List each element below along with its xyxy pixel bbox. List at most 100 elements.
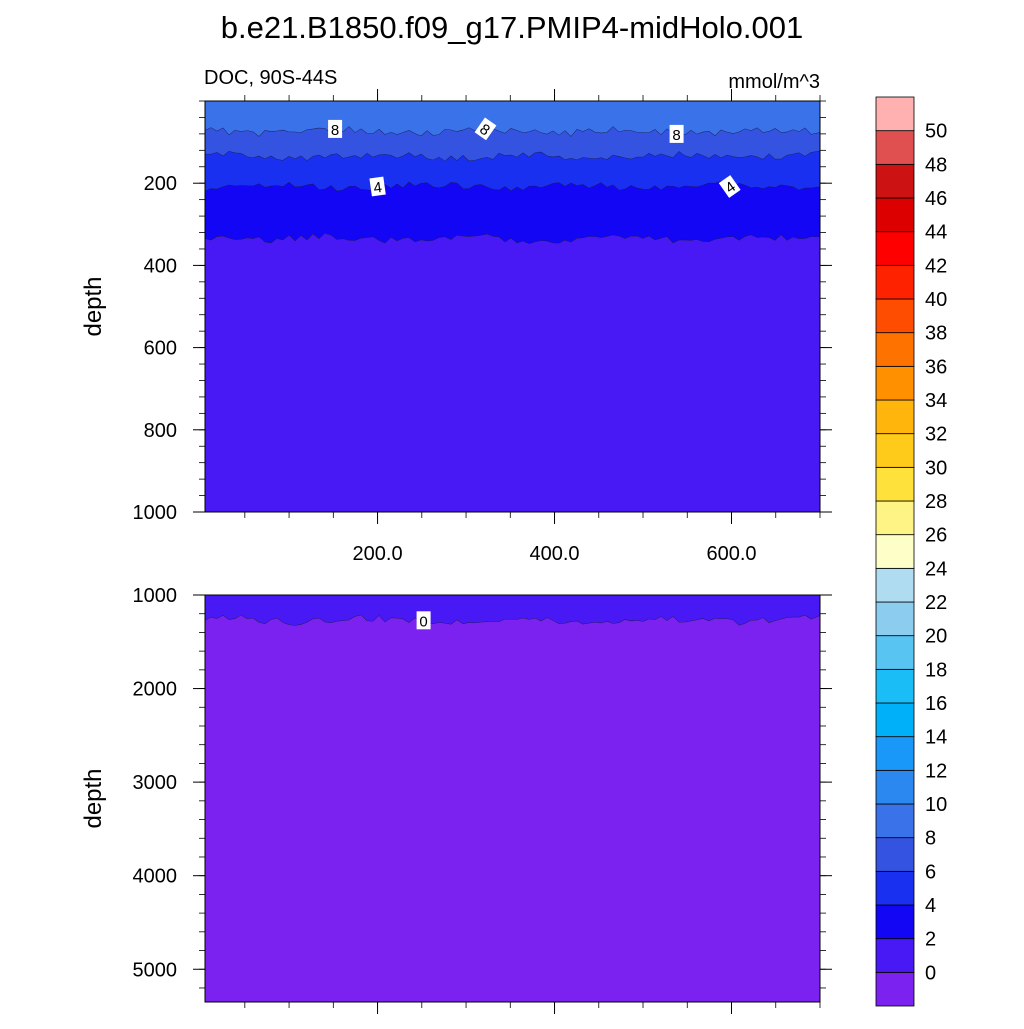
- x-axis: [244, 1002, 821, 1014]
- colorbar-swatch: [875, 365, 915, 401]
- colorbar-swatch: [875, 534, 915, 569]
- figure-title: b.e21.B1850.f09_g17.PMIP4-midHolo.001: [221, 10, 804, 45]
- colorbar-tick-label: 30: [925, 457, 947, 479]
- y-tick-label: 5000: [133, 959, 178, 981]
- colorbar-tick-label: 26: [925, 525, 947, 547]
- colorbar-swatch: [875, 298, 915, 334]
- colorbar-swatch: [875, 500, 915, 536]
- colorbar-tick-label: 44: [925, 222, 947, 244]
- colorbar-swatch: [875, 466, 915, 502]
- contour-label-box: [369, 176, 386, 197]
- contour-label-text: 8: [672, 127, 680, 144]
- colorbar-swatch: [875, 837, 915, 872]
- colorbar-swatch: [875, 803, 915, 839]
- colorbar-swatch: [875, 264, 915, 300]
- y-tick-label: 2000: [133, 679, 178, 701]
- colorbar-swatch: [875, 130, 915, 165]
- x-tick-label: 200.0: [353, 543, 403, 565]
- colorbar-swatch: [875, 938, 915, 973]
- colorbar-swatch: [875, 769, 915, 805]
- colorbar-tick-label: 4: [925, 895, 936, 917]
- contour-band: [205, 151, 820, 192]
- x-tick-label: 600.0: [706, 543, 756, 565]
- contour-label: 4: [718, 175, 741, 198]
- y-tick-label: 400: [144, 255, 177, 277]
- colorbar-tick-label: 34: [925, 390, 947, 412]
- colorbar-tick-label: 32: [925, 424, 947, 446]
- colorbar-swatch: [875, 96, 915, 132]
- colorbar-swatch: [875, 635, 915, 670]
- y-axis-label: depth: [80, 276, 107, 336]
- contour-label-text: 0: [419, 613, 427, 630]
- colorbar-tick-label: 50: [925, 121, 947, 143]
- colorbar-swatch: [875, 668, 915, 704]
- colorbar-swatch: [875, 702, 915, 738]
- colorbar-tick-label: 12: [925, 760, 947, 782]
- y-tick-label: 3000: [133, 772, 178, 794]
- colorbar-swatch: [875, 736, 915, 771]
- colorbar-tick-label: 48: [925, 154, 947, 176]
- colorbar-swatch: [875, 332, 915, 367]
- contour-label-box: [328, 119, 343, 138]
- colorbar-tick-label: 2: [925, 929, 936, 951]
- contour-label: 8: [669, 124, 684, 144]
- y-tick-label: 600: [144, 338, 177, 360]
- colorbar-tick-label: 16: [925, 693, 947, 715]
- plot-frame: [204, 594, 821, 1003]
- colorbar-tick-label: 28: [925, 491, 947, 513]
- colorbar-tick-label: 40: [925, 289, 947, 311]
- colorbar-tick-label: 46: [925, 188, 947, 210]
- contour-label: 8: [474, 117, 497, 141]
- contour-band: [205, 101, 820, 137]
- colorbar-tick-label: 10: [925, 794, 947, 816]
- colorbar-tick-label: 0: [925, 962, 936, 984]
- variable-label: DOC, 90S-44S: [204, 67, 337, 89]
- contour-label-box: [669, 124, 684, 143]
- units-label: mmol/m^3: [728, 71, 820, 93]
- contour-band: [205, 615, 820, 1002]
- colorbar-tick-label: 14: [925, 727, 947, 749]
- y-tick-label: 1000: [133, 502, 178, 524]
- colorbar-swatch: [875, 399, 915, 435]
- contour-band: [205, 595, 820, 626]
- colorbar-tick-label: 36: [925, 356, 947, 378]
- x-axis: 200.0 400.0 600.0: [244, 89, 821, 565]
- y-tick-label: 4000: [133, 866, 178, 888]
- contour-label-text: 8: [331, 122, 339, 139]
- colorbar-swatch: [875, 971, 915, 1007]
- contour-band: [205, 126, 820, 162]
- contour-band: [205, 181, 820, 244]
- colorbar-swatch: [875, 197, 915, 233]
- colorbar-swatch: [875, 567, 915, 603]
- contour-label: 0: [416, 611, 431, 630]
- contour-label-text: 4: [372, 179, 383, 197]
- colorbar-tick-label: 20: [925, 626, 947, 648]
- y-tick-label: 800: [144, 420, 177, 442]
- colorbar-tick-label: 8: [925, 828, 936, 850]
- colorbar-tick-label: 18: [925, 659, 947, 681]
- y-axis: 200 400 600 800 1000: [133, 100, 832, 524]
- colorbar-tick-label: 42: [925, 255, 947, 277]
- colorbar: 0246810121416182022242628303234363840424…: [875, 96, 947, 1007]
- colorbar-tick-label: 22: [925, 592, 947, 614]
- colorbar-tick-label: 24: [925, 558, 947, 580]
- colorbar-swatch: [875, 231, 915, 266]
- y-tick-label: 200: [144, 173, 177, 195]
- x-tick-label: 400.0: [530, 543, 580, 565]
- contour-band: [205, 233, 820, 512]
- colorbar-swatch: [875, 163, 915, 199]
- y-axis-label: depth: [80, 768, 107, 828]
- colorbar-swatch: [875, 433, 915, 468]
- contour-label: 4: [369, 176, 386, 197]
- contour-label-box: [416, 611, 431, 630]
- plot-frame: [204, 100, 821, 513]
- colorbar-swatch: [875, 870, 915, 906]
- lower-panel: 1000 2000 3000 4000 5000 depth 0: [80, 585, 832, 1014]
- contour-label: 8: [328, 119, 343, 139]
- colorbar-swatch: [875, 601, 915, 637]
- contour-label-box: [718, 175, 741, 198]
- contour-label-box: [474, 117, 497, 141]
- y-tick-label: 1000: [133, 585, 178, 607]
